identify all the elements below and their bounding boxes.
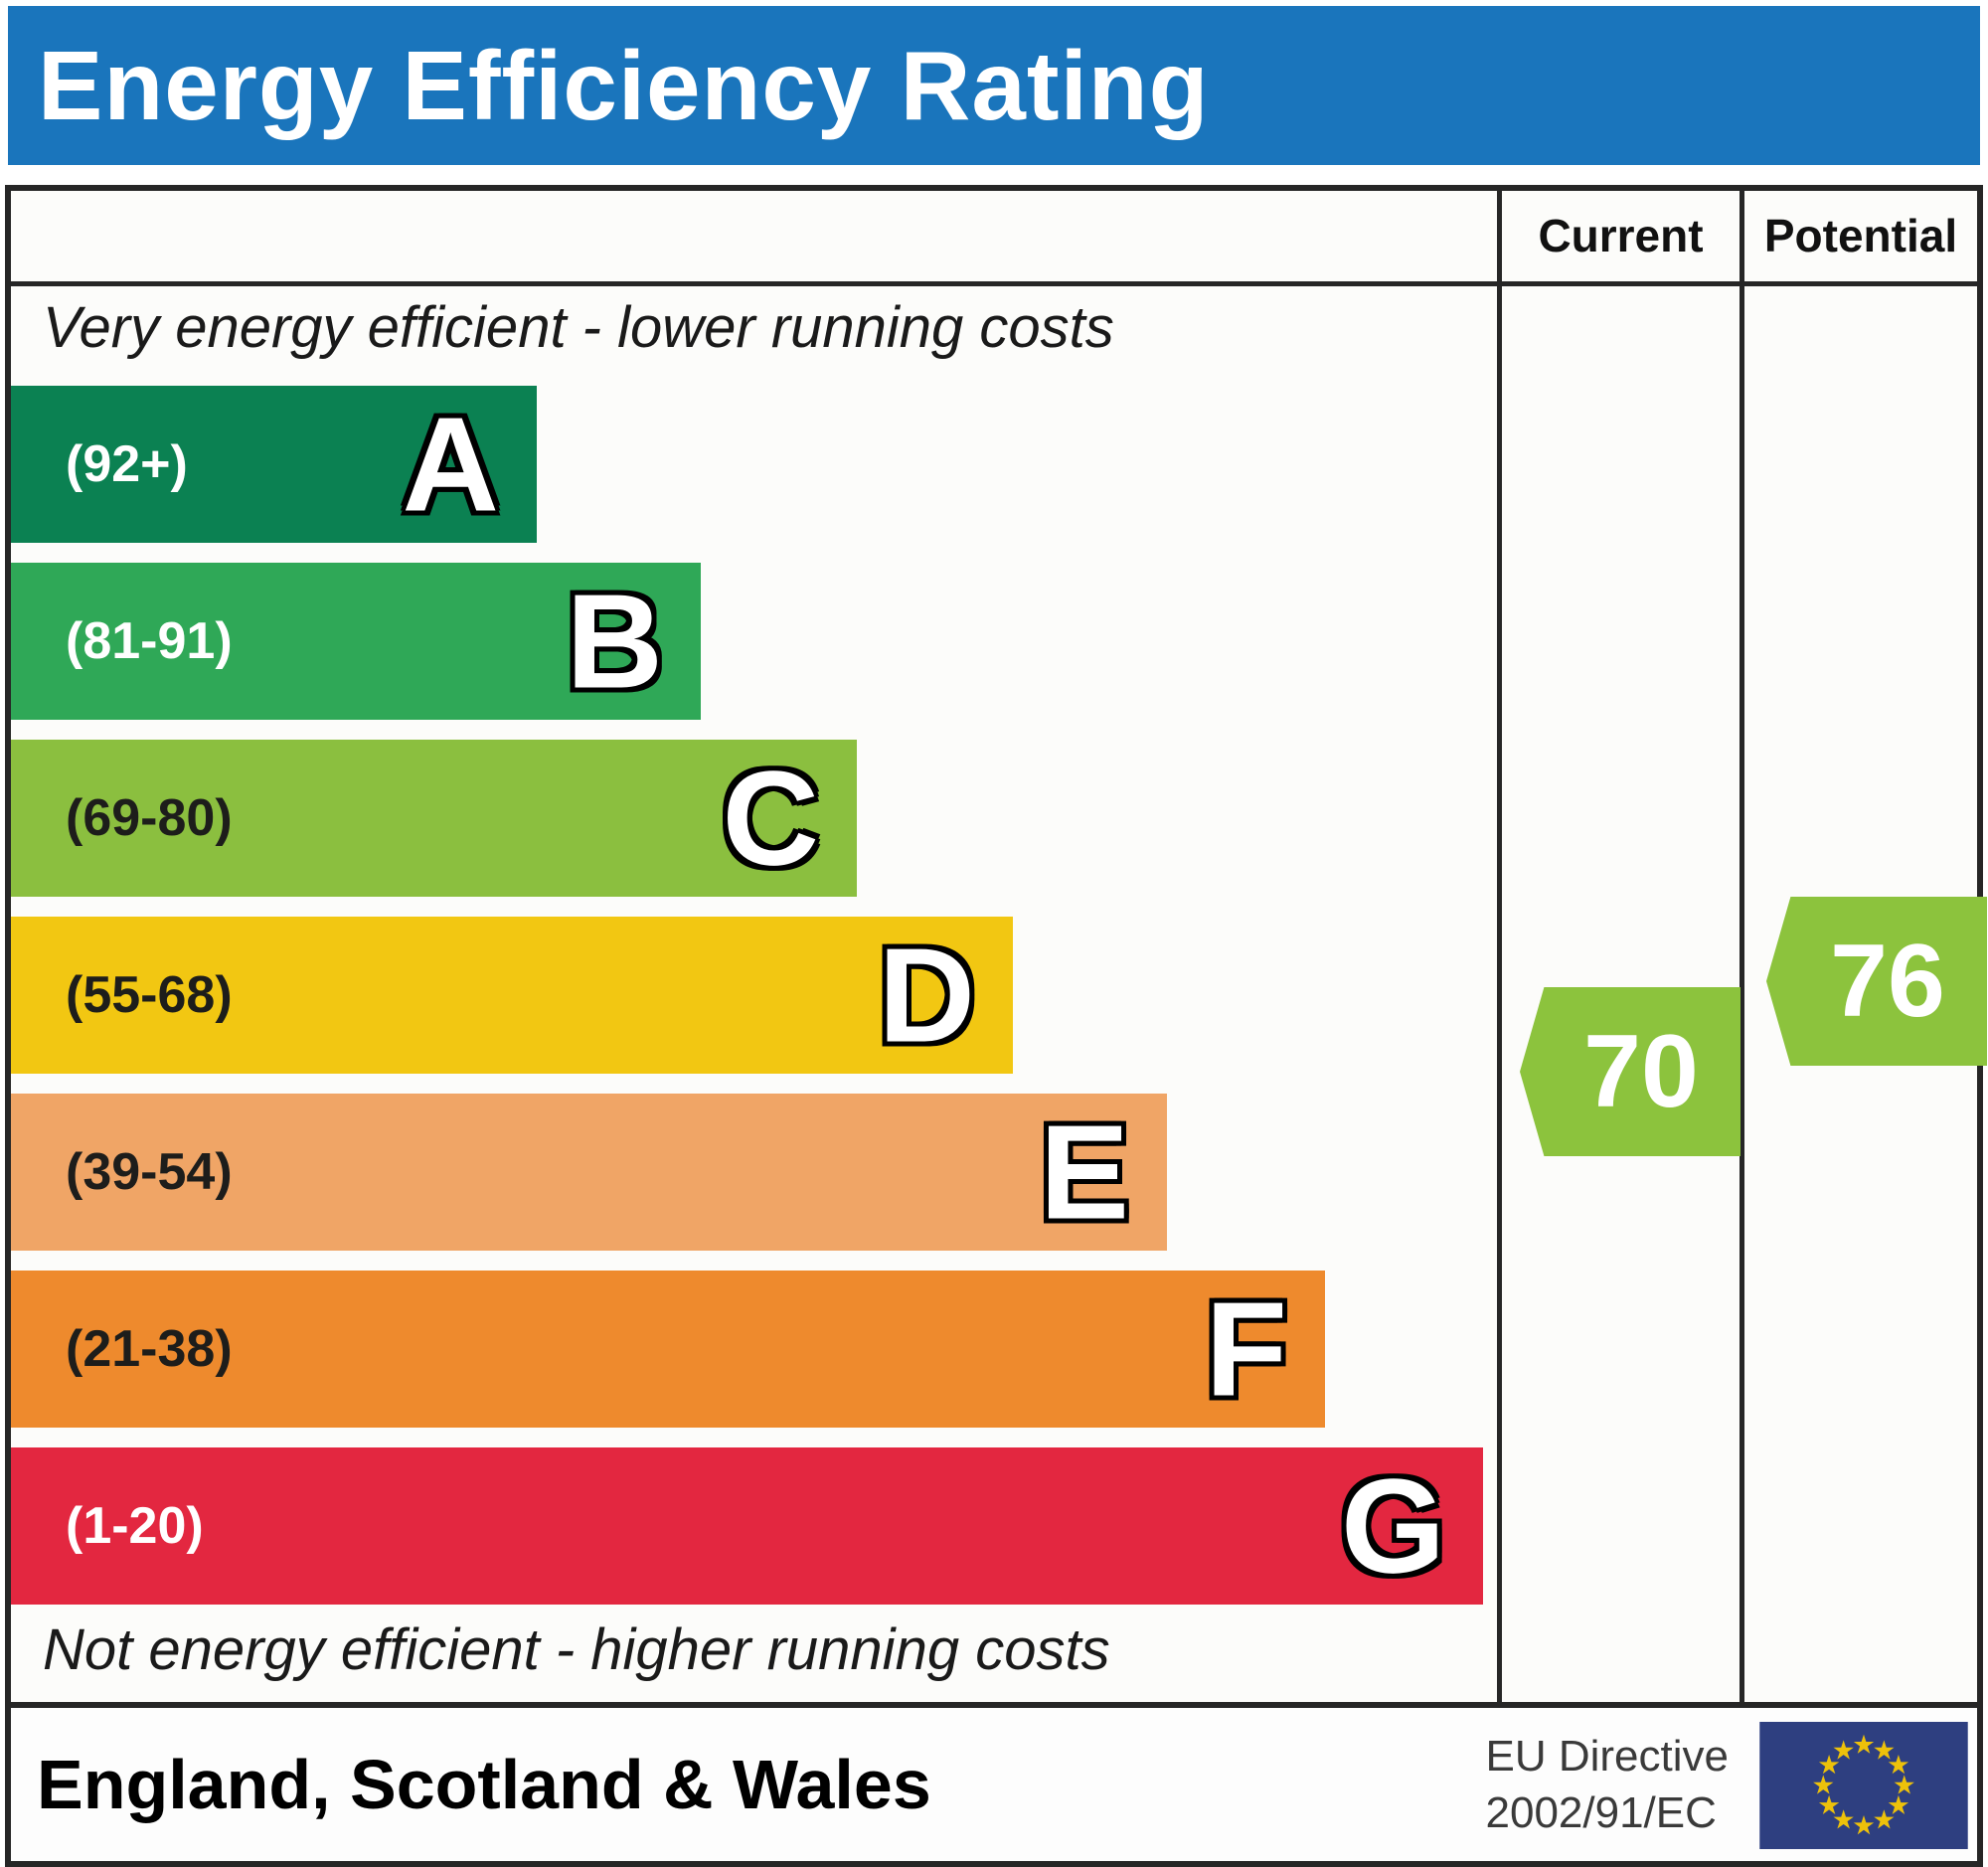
page-title: Energy Efficiency Rating <box>38 30 1210 140</box>
band-range-label: (21-38) <box>66 1320 233 1378</box>
band-range-label: (81-91) <box>66 612 233 670</box>
title-bar: Energy Efficiency Rating <box>8 6 1980 165</box>
band-B: (81-91) B <box>11 563 701 720</box>
footer: England, Scotland & Wales EU Directive 2… <box>5 1708 1983 1867</box>
band-letter: E <box>1039 1097 1129 1248</box>
caption-not-efficient: Not energy efficient - higher running co… <box>43 1617 1110 1682</box>
eu-directive-label: EU Directive 2002/91/EC <box>1486 1728 1730 1841</box>
band-letter: A <box>402 389 500 540</box>
column-header-current: Current <box>1538 210 1704 261</box>
band-A: (92+) A <box>11 386 537 543</box>
band-E: (39-54) E <box>11 1094 1167 1251</box>
table-header-row: Current Potential <box>11 191 1977 286</box>
band-range-label: (55-68) <box>66 966 233 1024</box>
band-letter: D <box>878 920 976 1071</box>
caption-very-efficient: Very energy efficient - lower running co… <box>43 295 1114 360</box>
band-range-label: (92+) <box>66 435 188 493</box>
current-rating-arrow: 70 <box>1520 987 1740 1156</box>
band-F: (21-38) F <box>11 1271 1325 1428</box>
band-letter: G <box>1340 1450 1445 1602</box>
current-rating-value: 70 <box>1583 1013 1699 1129</box>
rating-table: Current Potential Very energy efficient … <box>5 185 1987 1708</box>
band-letter: F <box>1205 1273 1287 1425</box>
divider-potential-column <box>1740 191 1744 1702</box>
band-range-label: (69-80) <box>66 789 233 847</box>
band-range-label: (1-20) <box>66 1497 204 1555</box>
divider-current-column <box>1497 191 1502 1702</box>
column-header-potential: Potential <box>1763 210 1958 261</box>
band-letter: C <box>722 743 820 894</box>
region-label: England, Scotland & Wales <box>37 1746 931 1823</box>
band-range-label: (39-54) <box>66 1143 233 1201</box>
potential-rating-value: 76 <box>1830 923 1945 1039</box>
band-G: (1-20) G <box>11 1447 1483 1605</box>
eu-flag-icon <box>1759 1722 1968 1849</box>
band-letter: B <box>566 566 664 717</box>
band-D: (55-68) D <box>11 917 1013 1074</box>
band-C: (69-80) C <box>11 740 857 897</box>
eu-directive-line2: 2002/91/EC <box>1485 1788 1717 1837</box>
rating-bands: (92+) A (81-91) B (69-80) C (55-68) D (39-54) E (2… <box>11 386 1497 1624</box>
potential-rating-arrow: 76 <box>1766 897 1987 1066</box>
eu-directive-line1: EU Directive <box>1485 1731 1730 1781</box>
